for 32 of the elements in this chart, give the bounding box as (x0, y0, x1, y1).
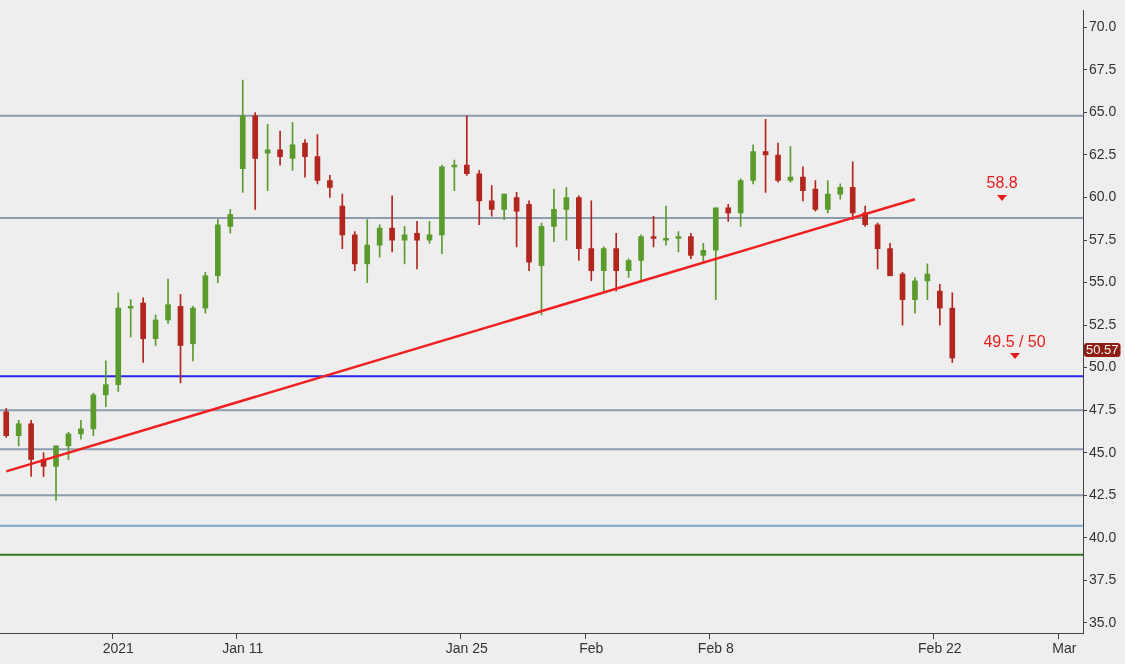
y-tick-label: 55.0 (1089, 273, 1117, 290)
y-tick-label: 62.5 (1089, 145, 1117, 162)
x-tick-label: Feb (579, 640, 604, 657)
x-tick-label: Feb 22 (918, 640, 962, 657)
ref-line-label: 58.8 (986, 174, 1018, 192)
y-tick-label: 60.0 (1089, 188, 1117, 205)
y-tick-label: 45.0 (1089, 443, 1117, 460)
y-tick-label: 57.5 (1089, 230, 1117, 247)
y-tick-label: 52.5 (1089, 315, 1117, 332)
y-tick-label: 35.0 (1089, 613, 1117, 630)
y-tick-label: 67.5 (1089, 60, 1117, 77)
y-tick-label: 37.5 (1089, 571, 1117, 588)
x-tick-label: Feb 8 (697, 640, 734, 657)
x-tick-label: Mar (1052, 640, 1077, 657)
y-tick-label: 70.0 (1089, 18, 1117, 35)
candlestick (463, 115, 470, 176)
candlestick (277, 130, 283, 166)
x-tick-label: Jan 11 (222, 640, 264, 657)
x-tick-label: 2021 (102, 640, 135, 657)
candlestick (414, 221, 420, 270)
candlestick (127, 299, 134, 338)
y-tick-label: 65.0 (1089, 103, 1117, 120)
x-tick-label: Jan 25 (445, 640, 489, 657)
ref-line-label: 49.5 / 50 (983, 332, 1046, 350)
candlestick (663, 205, 669, 246)
candlestick (102, 360, 109, 408)
candlestick (389, 195, 395, 253)
y-tick-label: 47.5 (1089, 401, 1117, 418)
y-tick-label: 50.0 (1089, 358, 1117, 375)
y-tick-label: 40.0 (1089, 528, 1117, 545)
text: 50.57 (1086, 341, 1119, 357)
y-tick-label: 42.5 (1089, 486, 1117, 503)
